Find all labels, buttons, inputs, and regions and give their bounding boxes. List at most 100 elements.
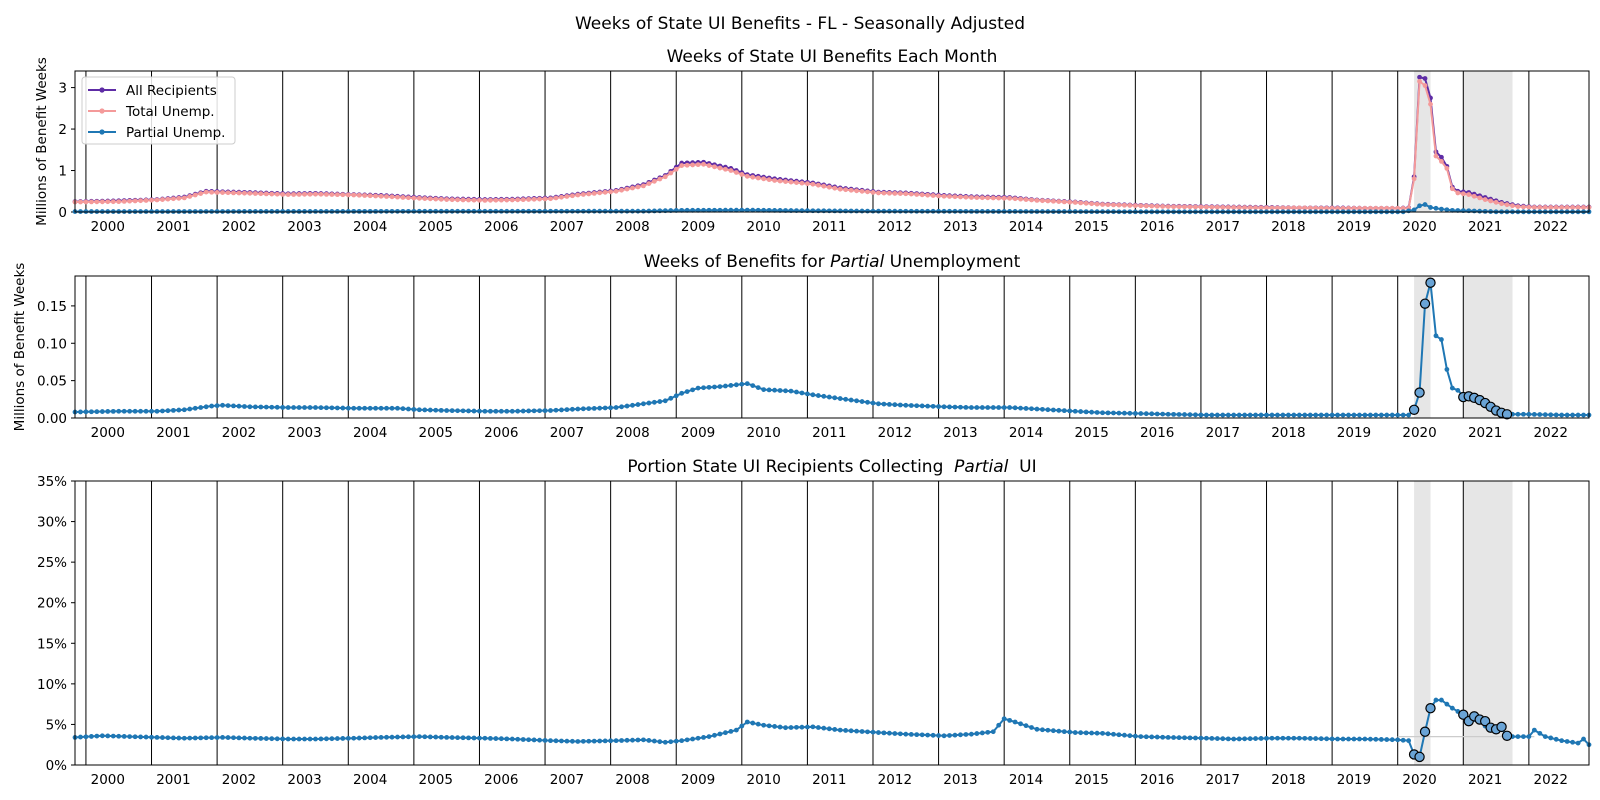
title-part: Partial [954,457,1008,477]
data-point [586,406,592,412]
data-point [1012,719,1018,725]
data-point [1116,410,1122,416]
data-point [340,192,346,198]
data-point [925,732,931,738]
data-point [1094,730,1100,736]
data-point [1018,405,1023,411]
data-point [963,404,969,410]
data-point [859,399,865,404]
data-point [1143,203,1149,209]
data-point [427,734,433,740]
data-point [433,208,439,214]
data-point [1406,208,1412,214]
data-point [1422,83,1428,88]
x-tick-label: 2016 [1140,219,1174,235]
data-point [881,208,887,214]
data-point [897,208,903,214]
data-point [1253,736,1258,741]
panel-weeks-each-month: 2000 2001 2002 2003 2004 2005 2006 2007 2008 2009… [34,47,1592,235]
data-point [1439,337,1444,342]
data-point [247,209,253,214]
data-point [1422,76,1428,81]
x-tick-label: 2017 [1206,772,1240,788]
data-point [777,388,783,393]
data-point [1526,734,1532,739]
data-point [1198,204,1204,210]
data-point [897,191,903,196]
data-point [384,208,389,214]
data-point [569,208,575,214]
data-point [1225,412,1231,418]
data-point [313,405,318,410]
data-point [575,406,581,412]
data-point [936,208,941,214]
data-point [608,208,614,214]
data-point [914,192,920,197]
data-point [886,190,892,196]
x-tick-label: 2003 [287,425,321,441]
data-point [493,408,499,414]
x-tick-label: 2013 [943,219,977,235]
data-point [564,738,570,744]
data-point [471,208,477,214]
data-point [302,736,307,742]
data-point [400,406,406,412]
data-point [963,732,969,737]
data-point [334,405,340,411]
data-point [679,163,685,168]
data-point [919,403,925,409]
data-point [777,178,783,184]
data-point [1521,734,1526,739]
data-point [427,407,433,413]
data-point [706,163,712,168]
data-point [329,208,335,214]
data-point [504,408,510,414]
y-tick-label: 0 [58,205,67,221]
data-point [1067,199,1073,205]
data-point [258,736,264,741]
data-point [821,725,827,731]
data-point [220,209,225,214]
data-point [744,207,750,213]
data-point [78,734,83,740]
y-tick-label: 25% [37,555,67,571]
data-point [1335,412,1340,418]
data-point [154,197,160,203]
legend-marker [99,87,105,93]
data-point [318,405,324,411]
data-point [772,178,778,183]
data-point [646,208,652,214]
data-point [619,404,624,410]
data-point [296,405,302,410]
data-point [1357,412,1362,418]
data-point [602,405,608,411]
data-point [384,194,389,199]
x-tick-label: 2004 [353,425,387,441]
data-point [673,738,679,744]
data-point [766,177,772,183]
data-point [340,405,346,411]
data-point [1471,193,1477,199]
data-point [1389,412,1395,418]
data-point [744,173,750,179]
data-point [1444,367,1450,372]
data-point [1313,412,1319,418]
data-point [662,398,668,404]
x-tick-label: 2013 [943,772,977,788]
data-point [733,170,739,175]
data-point [548,738,553,744]
data-point [646,181,652,186]
data-point [1176,412,1182,417]
data-point [580,192,586,197]
data-point [1149,203,1155,209]
data-point [695,385,701,391]
panel-title: Portion State UI Recipients Collecting P… [627,457,1036,477]
data-point [925,208,931,214]
data-point [154,735,160,740]
y-tick-label: 15% [37,636,67,652]
title-part: Weeks of Benefits for [644,252,830,272]
data-point [1515,204,1521,210]
x-tick-label: 2015 [1074,425,1108,441]
data-point [925,192,931,198]
data-point [1444,166,1450,171]
